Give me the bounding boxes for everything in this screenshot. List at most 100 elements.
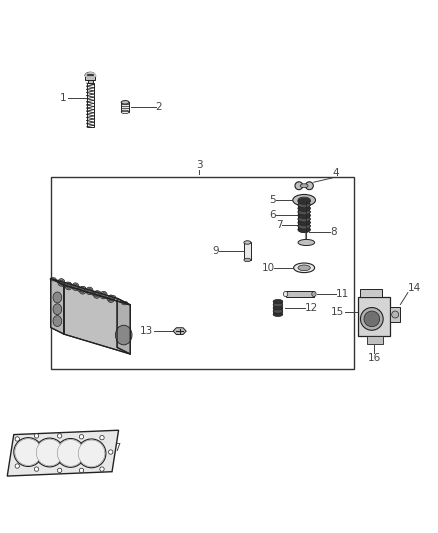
Ellipse shape — [72, 283, 79, 290]
Ellipse shape — [50, 278, 56, 281]
Polygon shape — [173, 328, 186, 335]
Ellipse shape — [58, 279, 65, 286]
Ellipse shape — [77, 439, 106, 468]
Ellipse shape — [298, 205, 310, 212]
Ellipse shape — [53, 316, 62, 327]
Ellipse shape — [15, 439, 42, 465]
Ellipse shape — [244, 258, 251, 262]
Ellipse shape — [295, 182, 303, 190]
Ellipse shape — [92, 293, 98, 296]
Text: 8: 8 — [330, 227, 337, 237]
Ellipse shape — [298, 265, 310, 271]
Ellipse shape — [298, 201, 310, 208]
Text: 10: 10 — [261, 263, 275, 273]
Text: 12: 12 — [304, 303, 318, 313]
Ellipse shape — [298, 223, 310, 229]
Ellipse shape — [81, 288, 85, 293]
Text: 5: 5 — [269, 195, 276, 205]
Ellipse shape — [34, 467, 39, 471]
Ellipse shape — [109, 450, 113, 454]
Ellipse shape — [283, 292, 288, 297]
Ellipse shape — [298, 209, 310, 215]
Ellipse shape — [392, 311, 399, 318]
Ellipse shape — [59, 280, 64, 285]
Ellipse shape — [110, 295, 116, 299]
Ellipse shape — [73, 285, 78, 289]
Ellipse shape — [273, 303, 283, 306]
Ellipse shape — [298, 199, 310, 204]
Ellipse shape — [298, 209, 310, 214]
Polygon shape — [7, 430, 119, 476]
Polygon shape — [64, 285, 131, 354]
Bar — [367, 336, 383, 344]
Ellipse shape — [35, 438, 64, 467]
Ellipse shape — [15, 437, 19, 441]
Ellipse shape — [53, 304, 62, 314]
Ellipse shape — [36, 439, 63, 466]
Text: 16: 16 — [367, 353, 381, 363]
Bar — [85, 76, 95, 80]
Ellipse shape — [298, 220, 310, 225]
Ellipse shape — [107, 297, 113, 301]
Ellipse shape — [298, 206, 310, 211]
Ellipse shape — [298, 198, 310, 204]
Text: 6: 6 — [269, 211, 276, 221]
Text: 15: 15 — [331, 308, 345, 317]
Ellipse shape — [100, 292, 107, 299]
Ellipse shape — [93, 290, 100, 298]
Ellipse shape — [298, 220, 310, 225]
Bar — [357, 297, 390, 336]
Ellipse shape — [298, 213, 310, 218]
Ellipse shape — [107, 295, 114, 303]
Polygon shape — [117, 298, 131, 354]
Ellipse shape — [300, 184, 308, 188]
Text: 7: 7 — [276, 220, 283, 230]
Ellipse shape — [57, 440, 84, 466]
Bar — [244, 243, 251, 260]
Ellipse shape — [100, 467, 104, 471]
Ellipse shape — [298, 216, 310, 222]
Ellipse shape — [77, 288, 83, 292]
Bar — [88, 80, 93, 83]
Ellipse shape — [95, 292, 99, 297]
Ellipse shape — [293, 263, 314, 272]
Ellipse shape — [62, 284, 68, 287]
Ellipse shape — [298, 197, 310, 203]
Text: 2: 2 — [155, 102, 162, 112]
Ellipse shape — [293, 195, 315, 206]
Ellipse shape — [56, 439, 85, 467]
Ellipse shape — [244, 241, 251, 244]
Ellipse shape — [102, 293, 106, 297]
Ellipse shape — [53, 292, 62, 303]
Bar — [390, 306, 400, 322]
Ellipse shape — [65, 282, 71, 286]
Bar — [273, 302, 283, 314]
Ellipse shape — [273, 312, 283, 317]
Ellipse shape — [273, 300, 283, 303]
Ellipse shape — [364, 311, 380, 327]
Ellipse shape — [95, 291, 101, 294]
Ellipse shape — [34, 434, 39, 438]
Ellipse shape — [298, 216, 310, 222]
Bar — [51, 177, 354, 369]
Ellipse shape — [116, 325, 132, 345]
Ellipse shape — [360, 308, 383, 330]
Ellipse shape — [57, 468, 62, 473]
Bar — [360, 289, 382, 297]
Ellipse shape — [67, 284, 71, 288]
Text: 1: 1 — [60, 93, 66, 103]
Ellipse shape — [78, 440, 105, 467]
Ellipse shape — [273, 306, 283, 310]
Bar — [286, 292, 314, 297]
Ellipse shape — [298, 212, 310, 219]
Ellipse shape — [122, 301, 128, 305]
Text: 9: 9 — [212, 246, 219, 256]
Ellipse shape — [15, 464, 19, 468]
Ellipse shape — [100, 435, 104, 440]
Ellipse shape — [57, 434, 62, 438]
Ellipse shape — [298, 239, 314, 246]
Bar — [121, 102, 129, 112]
Ellipse shape — [298, 223, 310, 229]
Ellipse shape — [298, 202, 310, 207]
Ellipse shape — [80, 286, 86, 290]
